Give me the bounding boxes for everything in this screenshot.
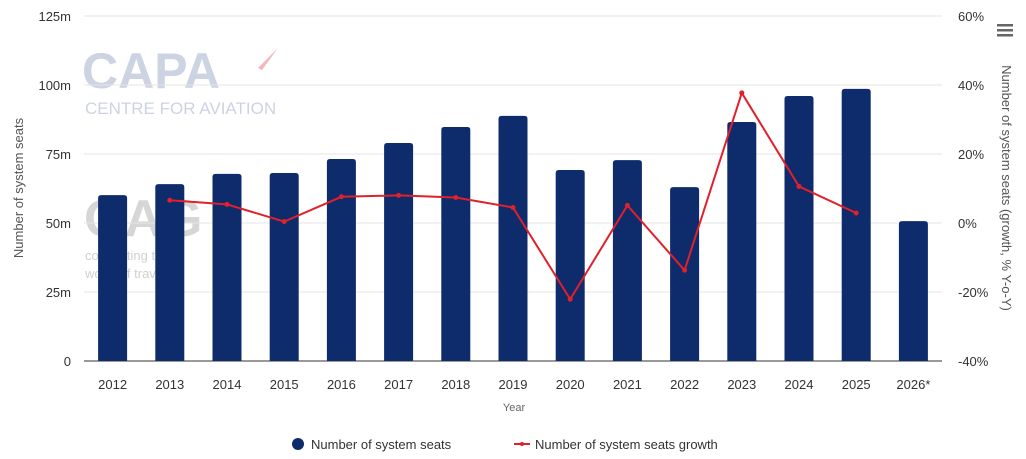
growth-point-2015[interactable] — [281, 219, 287, 225]
bar-2015[interactable] — [269, 173, 299, 361]
x-tick-label: 2022 — [670, 377, 699, 392]
y-tick-label-left: 0 — [64, 354, 71, 369]
legend-item-seats[interactable]: Number of system seats — [292, 437, 452, 452]
x-tick-label: 2012 — [98, 377, 127, 392]
bar-2022[interactable] — [670, 187, 700, 361]
x-tick-label: 2021 — [613, 377, 642, 392]
x-tick-label: 2016 — [327, 377, 356, 392]
bars — [98, 88, 928, 362]
bar-2012[interactable] — [98, 195, 128, 361]
x-tick-label: 2025 — [842, 377, 871, 392]
watermark-capa: CAPA CENTRE FOR AVIATION — [82, 43, 278, 118]
legend-line-dot-icon — [520, 442, 524, 446]
bar-2026*[interactable] — [898, 221, 928, 361]
x-tick-label: 2026* — [896, 377, 930, 392]
bar-2025[interactable] — [841, 88, 871, 361]
x-tick-label: 2015 — [270, 377, 299, 392]
y-axis-title-right: Number of system seats (growth, % Y-o-Y) — [999, 65, 1014, 311]
x-axis-ticks: 2012 2013 2014 2015 2016 2017 2018 2019 2020 2021… — [98, 377, 930, 392]
y-tick-label-left: 75m — [46, 147, 71, 162]
y-tick-label-right: -20% — [958, 285, 989, 300]
bar-2014[interactable] — [212, 173, 242, 361]
y-tick-label-left: 100m — [38, 78, 71, 93]
bar-2020[interactable] — [555, 170, 585, 361]
y-tick-label-left: 25m — [46, 285, 71, 300]
left-axis-ticks: 0 25m 50m 75m 100m 125m — [38, 9, 71, 369]
growth-point-2023[interactable] — [739, 90, 745, 96]
x-tick-label: 2019 — [499, 377, 528, 392]
bar-2018[interactable] — [441, 126, 471, 362]
x-tick-label: 2018 — [441, 377, 470, 392]
capa-swoosh-icon — [258, 48, 278, 70]
x-tick-label: 2023 — [727, 377, 756, 392]
legend-item-growth[interactable]: Number of system seats growth — [514, 437, 718, 452]
y-tick-label-right: 0% — [958, 216, 977, 231]
legend: Number of system seats Number of system … — [292, 437, 718, 452]
y-tick-label-right: 20% — [958, 147, 984, 162]
legend-label-growth: Number of system seats growth — [535, 437, 718, 452]
hamburger-menu-icon[interactable] — [997, 24, 1013, 37]
growth-point-2024[interactable] — [796, 183, 802, 189]
growth-line — [167, 90, 859, 302]
x-tick-label: 2014 — [213, 377, 242, 392]
watermark-capa-main: CAPA — [82, 43, 220, 99]
growth-point-2017[interactable] — [396, 192, 402, 198]
bar-2013[interactable] — [155, 184, 185, 361]
bar-2016[interactable] — [326, 158, 356, 361]
y-axis-title-left: Number of system seats — [11, 117, 26, 258]
x-axis-title: Year — [503, 402, 526, 414]
growth-point-2013[interactable] — [167, 197, 173, 203]
growth-point-2022[interactable] — [682, 267, 688, 273]
y-tick-label-left: 125m — [38, 9, 71, 24]
bar-2024[interactable] — [784, 96, 814, 361]
x-tick-label: 2013 — [155, 377, 184, 392]
growth-point-2020[interactable] — [567, 296, 573, 302]
growth-point-2025[interactable] — [853, 210, 859, 216]
bar-2023[interactable] — [727, 121, 757, 361]
x-tick-label: 2024 — [785, 377, 814, 392]
growth-point-2018[interactable] — [453, 194, 459, 200]
bar-2021[interactable] — [612, 160, 642, 361]
y-tick-label-right: 60% — [958, 9, 984, 24]
y-tick-label-right: -40% — [958, 354, 989, 369]
bar-2019[interactable] — [498, 115, 528, 361]
y-tick-label-left: 50m — [46, 216, 71, 231]
growth-point-2016[interactable] — [338, 194, 344, 200]
bar-2017[interactable] — [384, 142, 414, 361]
growth-point-2014[interactable] — [224, 201, 230, 207]
x-tick-label: 2020 — [556, 377, 585, 392]
legend-label-seats: Number of system seats — [311, 437, 452, 452]
growth-point-2021[interactable] — [624, 202, 630, 208]
x-tick-label: 2017 — [384, 377, 413, 392]
watermark-capa-sub: CENTRE FOR AVIATION — [85, 99, 276, 118]
growth-point-2019[interactable] — [510, 204, 516, 210]
y-tick-label-right: 40% — [958, 78, 984, 93]
legend-bar-marker-icon — [292, 438, 304, 450]
right-axis-ticks: -40% -20% 0% 20% 40% 60% — [958, 9, 989, 369]
